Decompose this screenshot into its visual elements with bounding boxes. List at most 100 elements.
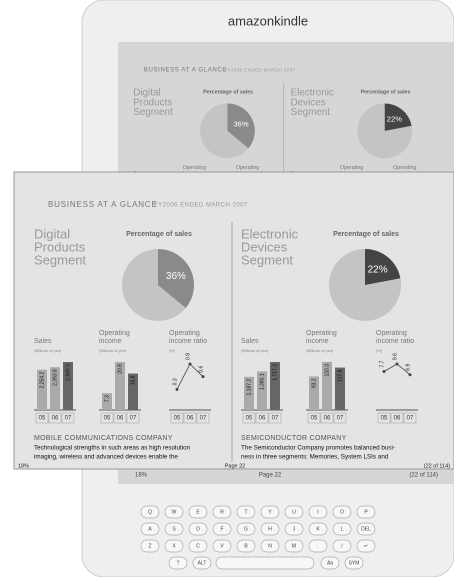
key[interactable] [332, 522, 352, 536]
key-label: Z [148, 543, 151, 549]
segment-title: Electronic [241, 226, 299, 241]
bar [309, 376, 319, 410]
key[interactable] [168, 556, 188, 570]
chart-title: Operating [169, 330, 200, 337]
pie-label: 36% [166, 271, 186, 282]
pie-label: 22% [368, 264, 388, 275]
bar [322, 362, 332, 410]
bar-label: 1,717.3 [272, 364, 278, 381]
key-label: R [220, 509, 224, 515]
key[interactable] [260, 505, 280, 519]
bar [115, 362, 125, 410]
key[interactable] [192, 556, 212, 570]
key-label: L [341, 526, 344, 532]
key[interactable] [260, 522, 280, 536]
key[interactable] [140, 539, 160, 553]
key-label: V [220, 543, 224, 549]
key[interactable] [344, 556, 364, 570]
chart-unit: (Billions of yen) [306, 348, 334, 353]
key[interactable] [164, 522, 184, 536]
point-label: 0.6 [198, 365, 204, 372]
key[interactable] [140, 505, 160, 519]
key[interactable] [140, 522, 160, 536]
brand: amazonkindle [228, 13, 308, 28]
key[interactable] [236, 522, 256, 536]
key-label: W [172, 509, 177, 515]
key[interactable] [164, 505, 184, 519]
key[interactable] [212, 505, 232, 519]
key[interactable] [188, 505, 208, 519]
bar [335, 367, 345, 410]
pie-slice [365, 249, 401, 285]
chart-title: income ratio [169, 338, 207, 345]
bar [270, 362, 280, 410]
key[interactable] [212, 522, 232, 536]
chart-unit: (Billions of yen) [34, 348, 62, 353]
bar-label: 7.3 [104, 395, 110, 402]
chart-title: Operating [99, 330, 130, 337]
bar-label: 1,380.1 [259, 373, 265, 390]
key-label: Aa [327, 560, 333, 566]
key[interactable] [356, 522, 376, 536]
key[interactable] [284, 505, 304, 519]
segment-title: Electronic [291, 87, 334, 98]
key[interactable] [308, 539, 328, 553]
bar-label: 2,393.8 [52, 369, 58, 386]
key[interactable] [356, 505, 376, 519]
key-label: E [196, 509, 200, 515]
pie-title: Percentage of sales [333, 231, 399, 238]
key-label: ? [177, 560, 180, 566]
key[interactable] [212, 539, 232, 553]
key[interactable] [236, 539, 256, 553]
chart-title: Operating [393, 165, 416, 171]
key-label: I [317, 509, 318, 515]
x-label-box [320, 412, 334, 424]
segment-title: Products [133, 97, 172, 108]
key[interactable] [164, 539, 184, 553]
key-label: Y [268, 509, 272, 515]
section-text: ness in three segments: Memories, System… [241, 454, 389, 461]
section-text: The Semiconductor Company promotes balan… [241, 445, 395, 452]
key[interactable] [320, 556, 340, 570]
bar [257, 371, 267, 410]
page-number: Page 22 [225, 463, 246, 469]
key-label: A [148, 526, 152, 532]
bar-label: 2,254.2 [39, 371, 45, 388]
key[interactable] [236, 505, 256, 519]
point-label: 0.9 [185, 353, 191, 360]
pie-title: Percentage of sales [361, 90, 411, 96]
key[interactable] [188, 522, 208, 536]
key[interactable] [284, 522, 304, 536]
x-label-box [170, 412, 184, 424]
key-label: C [196, 543, 200, 549]
section-title: MOBILE COMMUNICATIONS COMPANY [34, 435, 173, 442]
x-label-box [377, 412, 391, 424]
key[interactable] [188, 539, 208, 553]
chart-title: Sales [34, 338, 52, 345]
key-label: K [316, 526, 320, 532]
key[interactable] [356, 539, 376, 553]
bar-label: 133.3 [324, 364, 330, 377]
key-label: / [341, 543, 343, 549]
point-label: 0.3 [172, 378, 178, 385]
page-title: BUSINESS AT A GLANCE [48, 200, 158, 209]
x-label: 06 [187, 416, 194, 422]
bar [102, 393, 112, 410]
key-label: M [292, 543, 296, 549]
key[interactable] [284, 539, 304, 553]
space-key[interactable] [215, 556, 315, 570]
key-label: SYM [349, 560, 360, 566]
key-label: U [292, 509, 296, 515]
page-subtitle: FY2006 ENDED MARCH 2007 [224, 67, 295, 72]
x-label-box [126, 412, 140, 424]
key[interactable] [332, 539, 352, 553]
key[interactable] [332, 505, 352, 519]
key[interactable] [308, 505, 328, 519]
key[interactable] [308, 522, 328, 536]
key[interactable] [260, 539, 280, 553]
key-label: B [244, 543, 248, 549]
key-label: . [317, 543, 318, 549]
x-label-box [242, 412, 256, 424]
pie-title: Percentage of sales [203, 90, 253, 96]
